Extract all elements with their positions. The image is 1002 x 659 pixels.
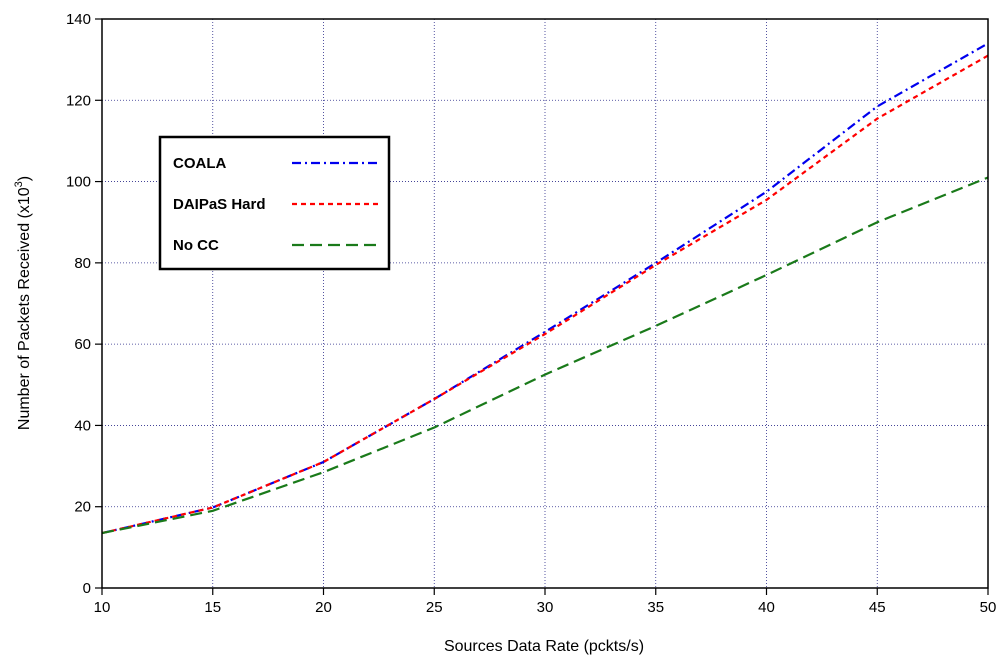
legend-label-2: No CC [173, 237, 219, 254]
x-tick-label: 50 [980, 599, 997, 616]
y-tick-label: 100 [66, 174, 91, 191]
legend-label-0: COALA [173, 155, 226, 172]
y-axis-title-suffix: ) [16, 176, 33, 181]
y-axis-title: Number of Packets Received (x103) [13, 176, 33, 430]
series-line-1 [101, 54, 989, 535]
x-tick-label: 15 [204, 599, 221, 616]
y-tick-labels: 0 20 40 60 80 100 120 140 [66, 11, 91, 597]
x-tick-label: 10 [94, 599, 111, 616]
legend: COALA DAIPaS Hard No CC [158, 135, 391, 271]
y-tick-label: 140 [66, 11, 91, 28]
x-tick-label: 20 [315, 599, 332, 616]
series-line-2 [101, 176, 989, 535]
x-tick-label: 30 [537, 599, 554, 616]
y-tick-label: 80 [74, 255, 91, 272]
legend-label-1: DAIPaS Hard [173, 196, 266, 213]
y-tick-label: 120 [66, 92, 91, 109]
x-tick-label: 40 [758, 599, 775, 616]
y-axis-title-superscript: 3 [13, 181, 25, 187]
y-tick-label: 40 [74, 417, 91, 434]
y-tick-label: 60 [74, 336, 91, 353]
x-tick-label: 45 [869, 599, 886, 616]
series-line-0 [101, 42, 989, 535]
series-lines [101, 42, 989, 535]
tick-marks [95, 18, 989, 595]
x-tick-label: 25 [426, 599, 443, 616]
x-tick-labels: 10 15 20 25 30 35 40 45 50 [94, 599, 997, 616]
y-tick-label: 20 [74, 499, 91, 516]
x-axis-title: Sources Data Rate (pckts/s) [444, 638, 644, 655]
x-tick-label: 35 [647, 599, 664, 616]
y-axis-title-main: Number of Packets Received (x10 [16, 187, 33, 430]
y-tick-label: 0 [83, 580, 91, 597]
